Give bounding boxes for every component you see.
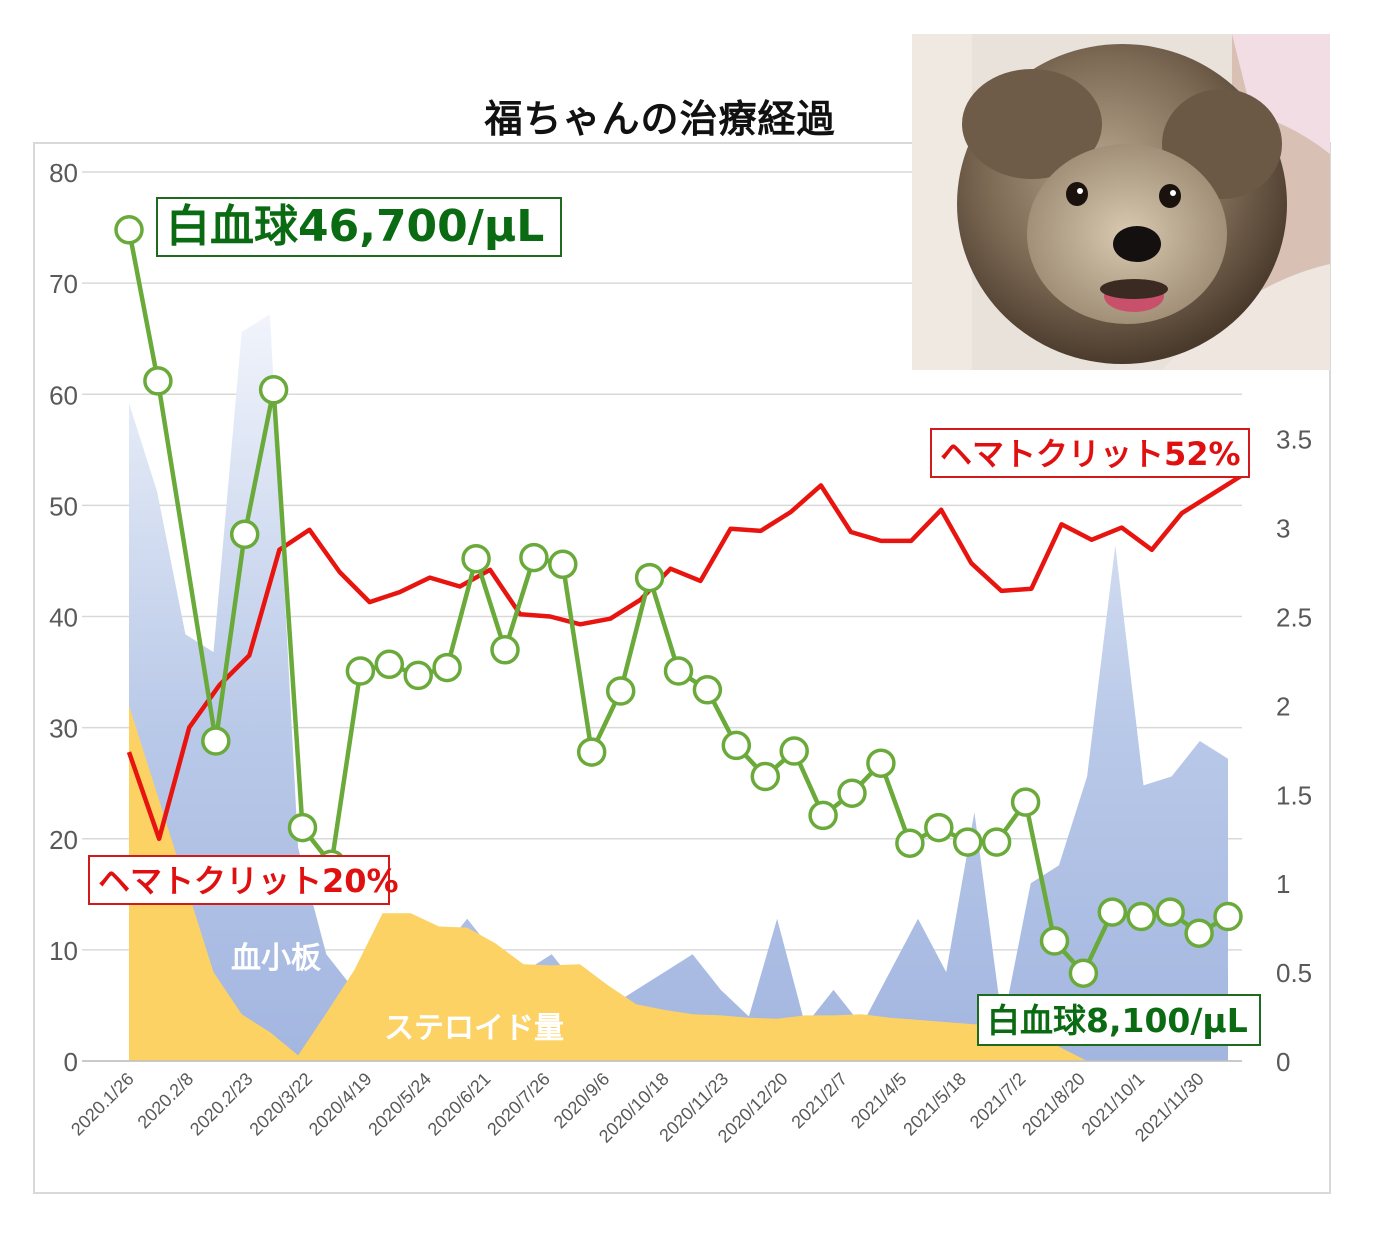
wbc-point bbox=[374, 649, 405, 680]
x-tick-label: 2021/5/18 bbox=[899, 1069, 970, 1140]
wbc-point bbox=[229, 519, 260, 550]
y-left-tick-label: 60 bbox=[49, 380, 78, 410]
wbc-end-callout: 白血球8,100/μL bbox=[977, 994, 1261, 1046]
wbc-point bbox=[1068, 958, 1099, 988]
y-right-tick-label: 2.5 bbox=[1276, 603, 1312, 633]
wbc-point bbox=[1213, 901, 1243, 932]
wbc-point bbox=[779, 736, 809, 766]
wbc-point bbox=[808, 800, 838, 831]
wbc-point bbox=[1155, 897, 1185, 927]
x-tick-label: 2020/4/19 bbox=[305, 1069, 376, 1140]
chart-title: 福ちゃんの治療経過 bbox=[484, 97, 836, 141]
x-tick-label: 2020.2/23 bbox=[186, 1069, 257, 1140]
dog-photo bbox=[912, 34, 1330, 370]
x-tick-label: 2020.1/26 bbox=[67, 1069, 138, 1140]
wbc-point bbox=[837, 778, 867, 808]
wbc-point bbox=[750, 761, 781, 792]
y-right-tick-label: 1 bbox=[1276, 869, 1290, 899]
wbc-point bbox=[952, 827, 983, 857]
x-tick-label: 2021/8/20 bbox=[1018, 1069, 1089, 1140]
x-tick-label: 2020/6/21 bbox=[424, 1069, 495, 1140]
y-right-tick-label: 3 bbox=[1276, 514, 1290, 544]
steroid-area-label: ステロイド量 bbox=[384, 1011, 564, 1046]
wbc-point bbox=[895, 828, 925, 858]
wbc-point bbox=[663, 656, 694, 686]
y-left-tick-label: 70 bbox=[49, 269, 78, 299]
hematocrit-line bbox=[126, 473, 1244, 842]
wbc-point bbox=[490, 635, 520, 665]
x-tick-label: 2020/5/24 bbox=[364, 1069, 435, 1140]
x-tick-label: 2021/2/7 bbox=[787, 1069, 851, 1133]
platelet-area bbox=[129, 314, 1228, 1061]
wbc-point bbox=[924, 812, 954, 843]
wbc-point bbox=[114, 215, 144, 245]
steroid-area bbox=[129, 705, 1228, 1061]
y-left-tick-label: 10 bbox=[49, 936, 78, 966]
y-right-tick-label: 2 bbox=[1276, 691, 1290, 721]
hematocrit-end-callout: ヘマトクリット52% bbox=[930, 428, 1250, 478]
y-right-tick-label: 3.5 bbox=[1276, 425, 1312, 455]
y-left-tick-label: 0 bbox=[64, 1047, 78, 1077]
x-tick-label: 2020/3/22 bbox=[245, 1069, 316, 1140]
wbc-point bbox=[1184, 918, 1214, 948]
y-left-tick-label: 20 bbox=[49, 825, 78, 855]
wbc-point bbox=[143, 366, 173, 396]
wbc-point bbox=[432, 652, 462, 683]
wbc-point bbox=[201, 726, 231, 756]
wbc-point bbox=[721, 730, 752, 761]
wbc-point bbox=[519, 542, 549, 573]
wbc-point bbox=[287, 812, 318, 843]
wbc-point bbox=[548, 549, 578, 580]
wbc-point bbox=[605, 676, 636, 706]
y-right-tick-label: 0 bbox=[1276, 1047, 1290, 1077]
wbc-point bbox=[403, 660, 433, 691]
wbc-point bbox=[981, 827, 1012, 857]
wbc-point bbox=[1039, 926, 1070, 956]
wbc-point bbox=[692, 675, 723, 705]
wbc-point bbox=[1010, 787, 1041, 817]
y-right-tick-label: 0.5 bbox=[1276, 958, 1312, 988]
platelet-area-label: 血小板 bbox=[231, 941, 321, 976]
wbc-point bbox=[258, 375, 289, 405]
y-left-tick-label: 30 bbox=[49, 714, 78, 744]
wbc-point bbox=[345, 656, 376, 686]
y-left-tick-label: 40 bbox=[49, 603, 78, 633]
y-left-tick-label: 50 bbox=[49, 491, 78, 521]
wbc-line bbox=[126, 229, 1230, 976]
x-tick-label: 2020/7/26 bbox=[483, 1069, 554, 1140]
wbc-point bbox=[866, 748, 896, 778]
hematocrit-start-callout: ヘマトクリット20% bbox=[88, 855, 399, 905]
wbc-start-callout: 白血球46,700/μL bbox=[156, 197, 562, 257]
wbc-point bbox=[576, 737, 607, 767]
wbc-point bbox=[1126, 901, 1156, 932]
y-right-tick-label: 1.5 bbox=[1276, 780, 1312, 810]
wbc-point bbox=[634, 562, 665, 593]
wbc-point bbox=[1097, 897, 1128, 927]
y-left-tick-label: 80 bbox=[49, 158, 78, 188]
wbc-point bbox=[461, 543, 491, 574]
